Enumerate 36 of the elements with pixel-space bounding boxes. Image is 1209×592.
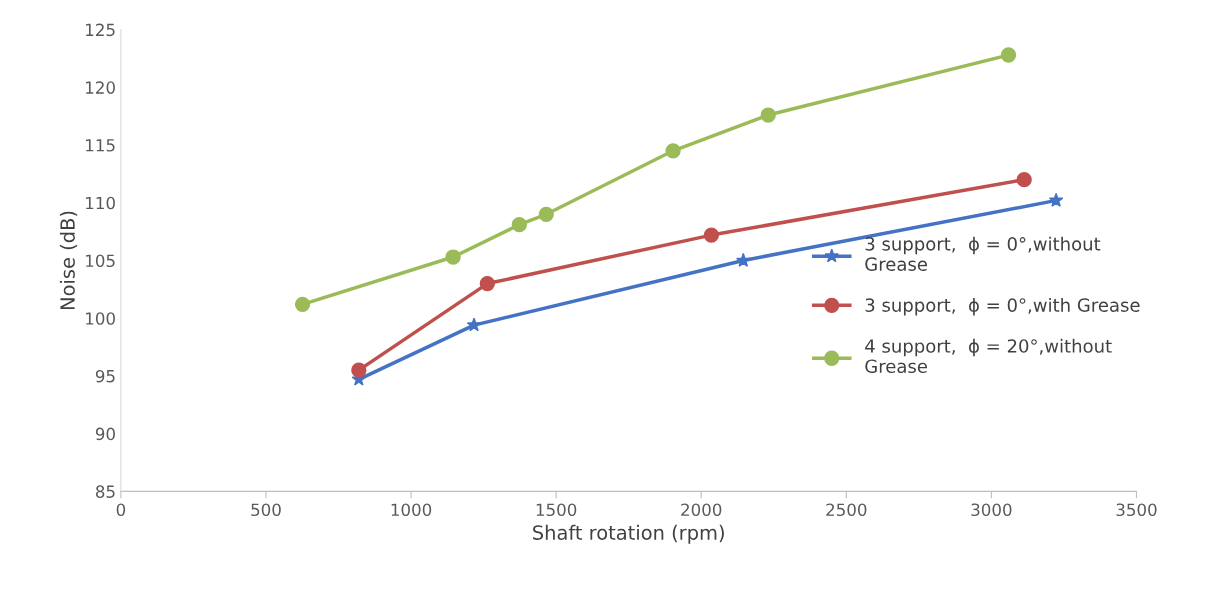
y-axis-title: Noise (dB): [59, 211, 78, 310]
point: [294, 296, 311, 312]
point: [466, 317, 482, 332]
x-tick-label: 1500: [536, 503, 577, 517]
y-tick-label: 125: [86, 23, 115, 37]
y-tick-label: 90: [95, 427, 115, 441]
x-axis-title: Shaft rotation (rpm): [533, 524, 724, 544]
point: [538, 206, 554, 222]
point: [760, 107, 776, 123]
point: [735, 252, 751, 267]
y-tick-label: 95: [95, 369, 115, 383]
point: [665, 143, 681, 159]
x-tick-label: 3500: [1116, 503, 1157, 517]
legend-label: 4 support, ϕ = 20°,without Grease: [865, 338, 1112, 374]
y-tick-label: 100: [86, 312, 115, 325]
legend-label: 3 support, ϕ = 0°,with Grease: [865, 297, 1140, 316]
y-tick-label: 105: [86, 254, 115, 268]
point: [511, 217, 527, 233]
y-tick-label: 120: [86, 81, 115, 94]
point: [479, 275, 496, 292]
point: [445, 249, 461, 265]
x-tick-label: 2000: [681, 503, 722, 517]
x-tick-label: 1000: [391, 503, 432, 517]
point: [1016, 172, 1032, 188]
x-tick-label: 500: [251, 503, 281, 517]
point: [1048, 192, 1064, 207]
y-tick-label: 115: [86, 139, 115, 152]
y-tick-label: 85: [95, 485, 115, 498]
x-tick-label: 0: [116, 503, 126, 517]
point: [1000, 47, 1017, 63]
y-tick-label: 110: [86, 196, 115, 210]
point: [703, 227, 720, 243]
legend-label: 3 support, ϕ = 0°,without Grease: [865, 236, 1101, 271]
x-tick-label: 2500: [826, 503, 867, 517]
x-tick-label: 3000: [971, 503, 1012, 517]
point: [351, 362, 367, 378]
